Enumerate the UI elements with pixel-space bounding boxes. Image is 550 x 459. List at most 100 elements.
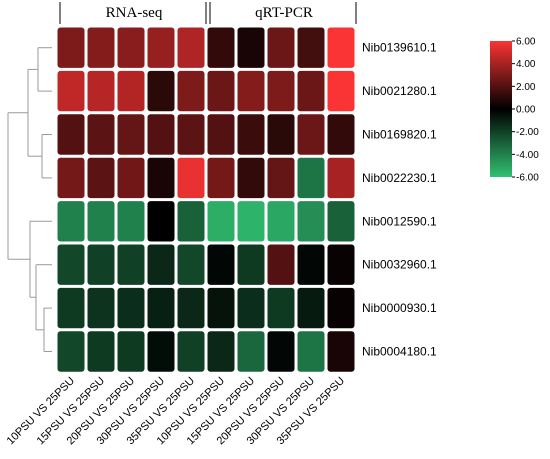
heatmap-cell [267,157,295,199]
heatmap-cell [327,114,355,155]
heatmap-cell [117,157,145,199]
heatmap-cell [87,157,115,199]
heatmap-cell [147,244,175,285]
heatmap-cell [57,114,85,155]
column-group-headers: RNA-seq qRT-PCR [59,2,357,24]
heatmap-cell [237,287,265,329]
heatmap-cell [57,201,85,242]
heatmap-cell [207,244,235,285]
heatmap-cell [117,244,145,285]
heatmap-cell [57,331,85,372]
heatmap-cell [207,287,235,329]
row-label: Nib0032960.1 [362,258,437,272]
heatmap-cell [237,201,265,242]
heatmap-cell [267,70,295,112]
heatmap-cell [177,114,205,155]
group-label-qrt-pcr: qRT-PCR [255,5,313,21]
row-dendrogram [7,47,52,352]
row-label: Nib0139610.1 [362,41,437,55]
heatmap-cell [87,287,115,329]
row-labels: Nib0139610.1 Nib0021280.1 Nib0169820.1 Nib0… [362,41,437,359]
heatmap-cell [117,201,145,242]
colorbar-tick-label: 0.00 [516,105,536,116]
heatmap-cell [267,114,295,155]
heatmap-cell [297,244,325,285]
heatmap-cell [177,287,205,329]
heatmap-cell [57,70,85,112]
colorbar-gradient [490,41,512,177]
heatmap-cell [207,201,235,242]
heatmap-cell [267,244,295,285]
heatmap-cell [147,331,175,372]
heatmap-cell [207,157,235,199]
heatmap-cell [267,27,295,68]
heatmap-cell [177,244,205,285]
heatmap-cell [237,157,265,199]
heatmap-cell [57,287,85,329]
heatmap-cell [147,70,175,112]
heatmap-cell [177,201,205,242]
heatmap-cell [327,70,355,112]
heatmap-cell [57,244,85,285]
heatmap-cells [57,27,355,372]
heatmap-cell [327,331,355,372]
heatmap-cell [207,70,235,112]
heatmap-cell [117,70,145,112]
heatmap-cell [297,27,325,68]
color-scale-legend: 6.00 4.00 2.00 0.00 -2.00 -4.00 -6.00 [490,37,539,184]
colorbar-tick-label: -6.00 [516,173,539,184]
heatmap-cell [87,331,115,372]
heatmap-cell [297,287,325,329]
heatmap-cell [177,157,205,199]
heatmap-cell [87,244,115,285]
colorbar-tick-label: -2.00 [516,127,539,138]
heatmap-cell [147,201,175,242]
row-label: Nib0004180.1 [362,345,437,359]
heatmap-cell [207,27,235,68]
heatmap-cell [267,287,295,329]
heatmap-cell [147,287,175,329]
heatmap-cell [297,70,325,112]
heatmap-cell [117,331,145,372]
heatmap-cell [57,27,85,68]
row-label: Nib0021280.1 [362,84,437,98]
heatmap-cell [117,27,145,68]
heatmap-cell [87,70,115,112]
heatmap-cell [237,114,265,155]
heatmap-cell [177,331,205,372]
heatmap-cell [297,157,325,199]
heatmap-cell [87,201,115,242]
heatmap-cell [237,244,265,285]
heatmap-cell [177,27,205,68]
heatmap-cell [57,157,85,199]
heatmap-cell [327,201,355,242]
group-label-rna-seq: RNA-seq [106,5,163,21]
row-label: Nib0169820.1 [362,128,437,142]
heatmap-cell [327,287,355,329]
heatmap-cell [297,331,325,372]
heatmap-cell [117,114,145,155]
heatmap-cell [117,287,145,329]
heatmap-cell [297,114,325,155]
heatmap-cell [177,70,205,112]
colorbar-tick-label: 6.00 [516,37,536,48]
colorbar-tick-label: 4.00 [516,59,536,70]
heatmap-cell [267,331,295,372]
heatmap-cell [327,244,355,285]
heatmap-cell [147,157,175,199]
heatmap-cell [147,27,175,68]
colorbar-tick-label: 2.00 [516,82,536,93]
row-label: Nib0022230.1 [362,171,437,185]
row-label: Nib0000930.1 [362,301,437,315]
heatmap-cell [207,331,235,372]
heatmap-cell [147,114,175,155]
heatmap-cell [297,201,325,242]
colorbar-tick-label: -4.00 [516,150,539,161]
heatmap-cell [267,201,295,242]
row-label: Nib0012590.1 [362,214,437,228]
heatmap-cell [327,27,355,68]
heatmap-cell [237,27,265,68]
heatmap-cell [87,27,115,68]
